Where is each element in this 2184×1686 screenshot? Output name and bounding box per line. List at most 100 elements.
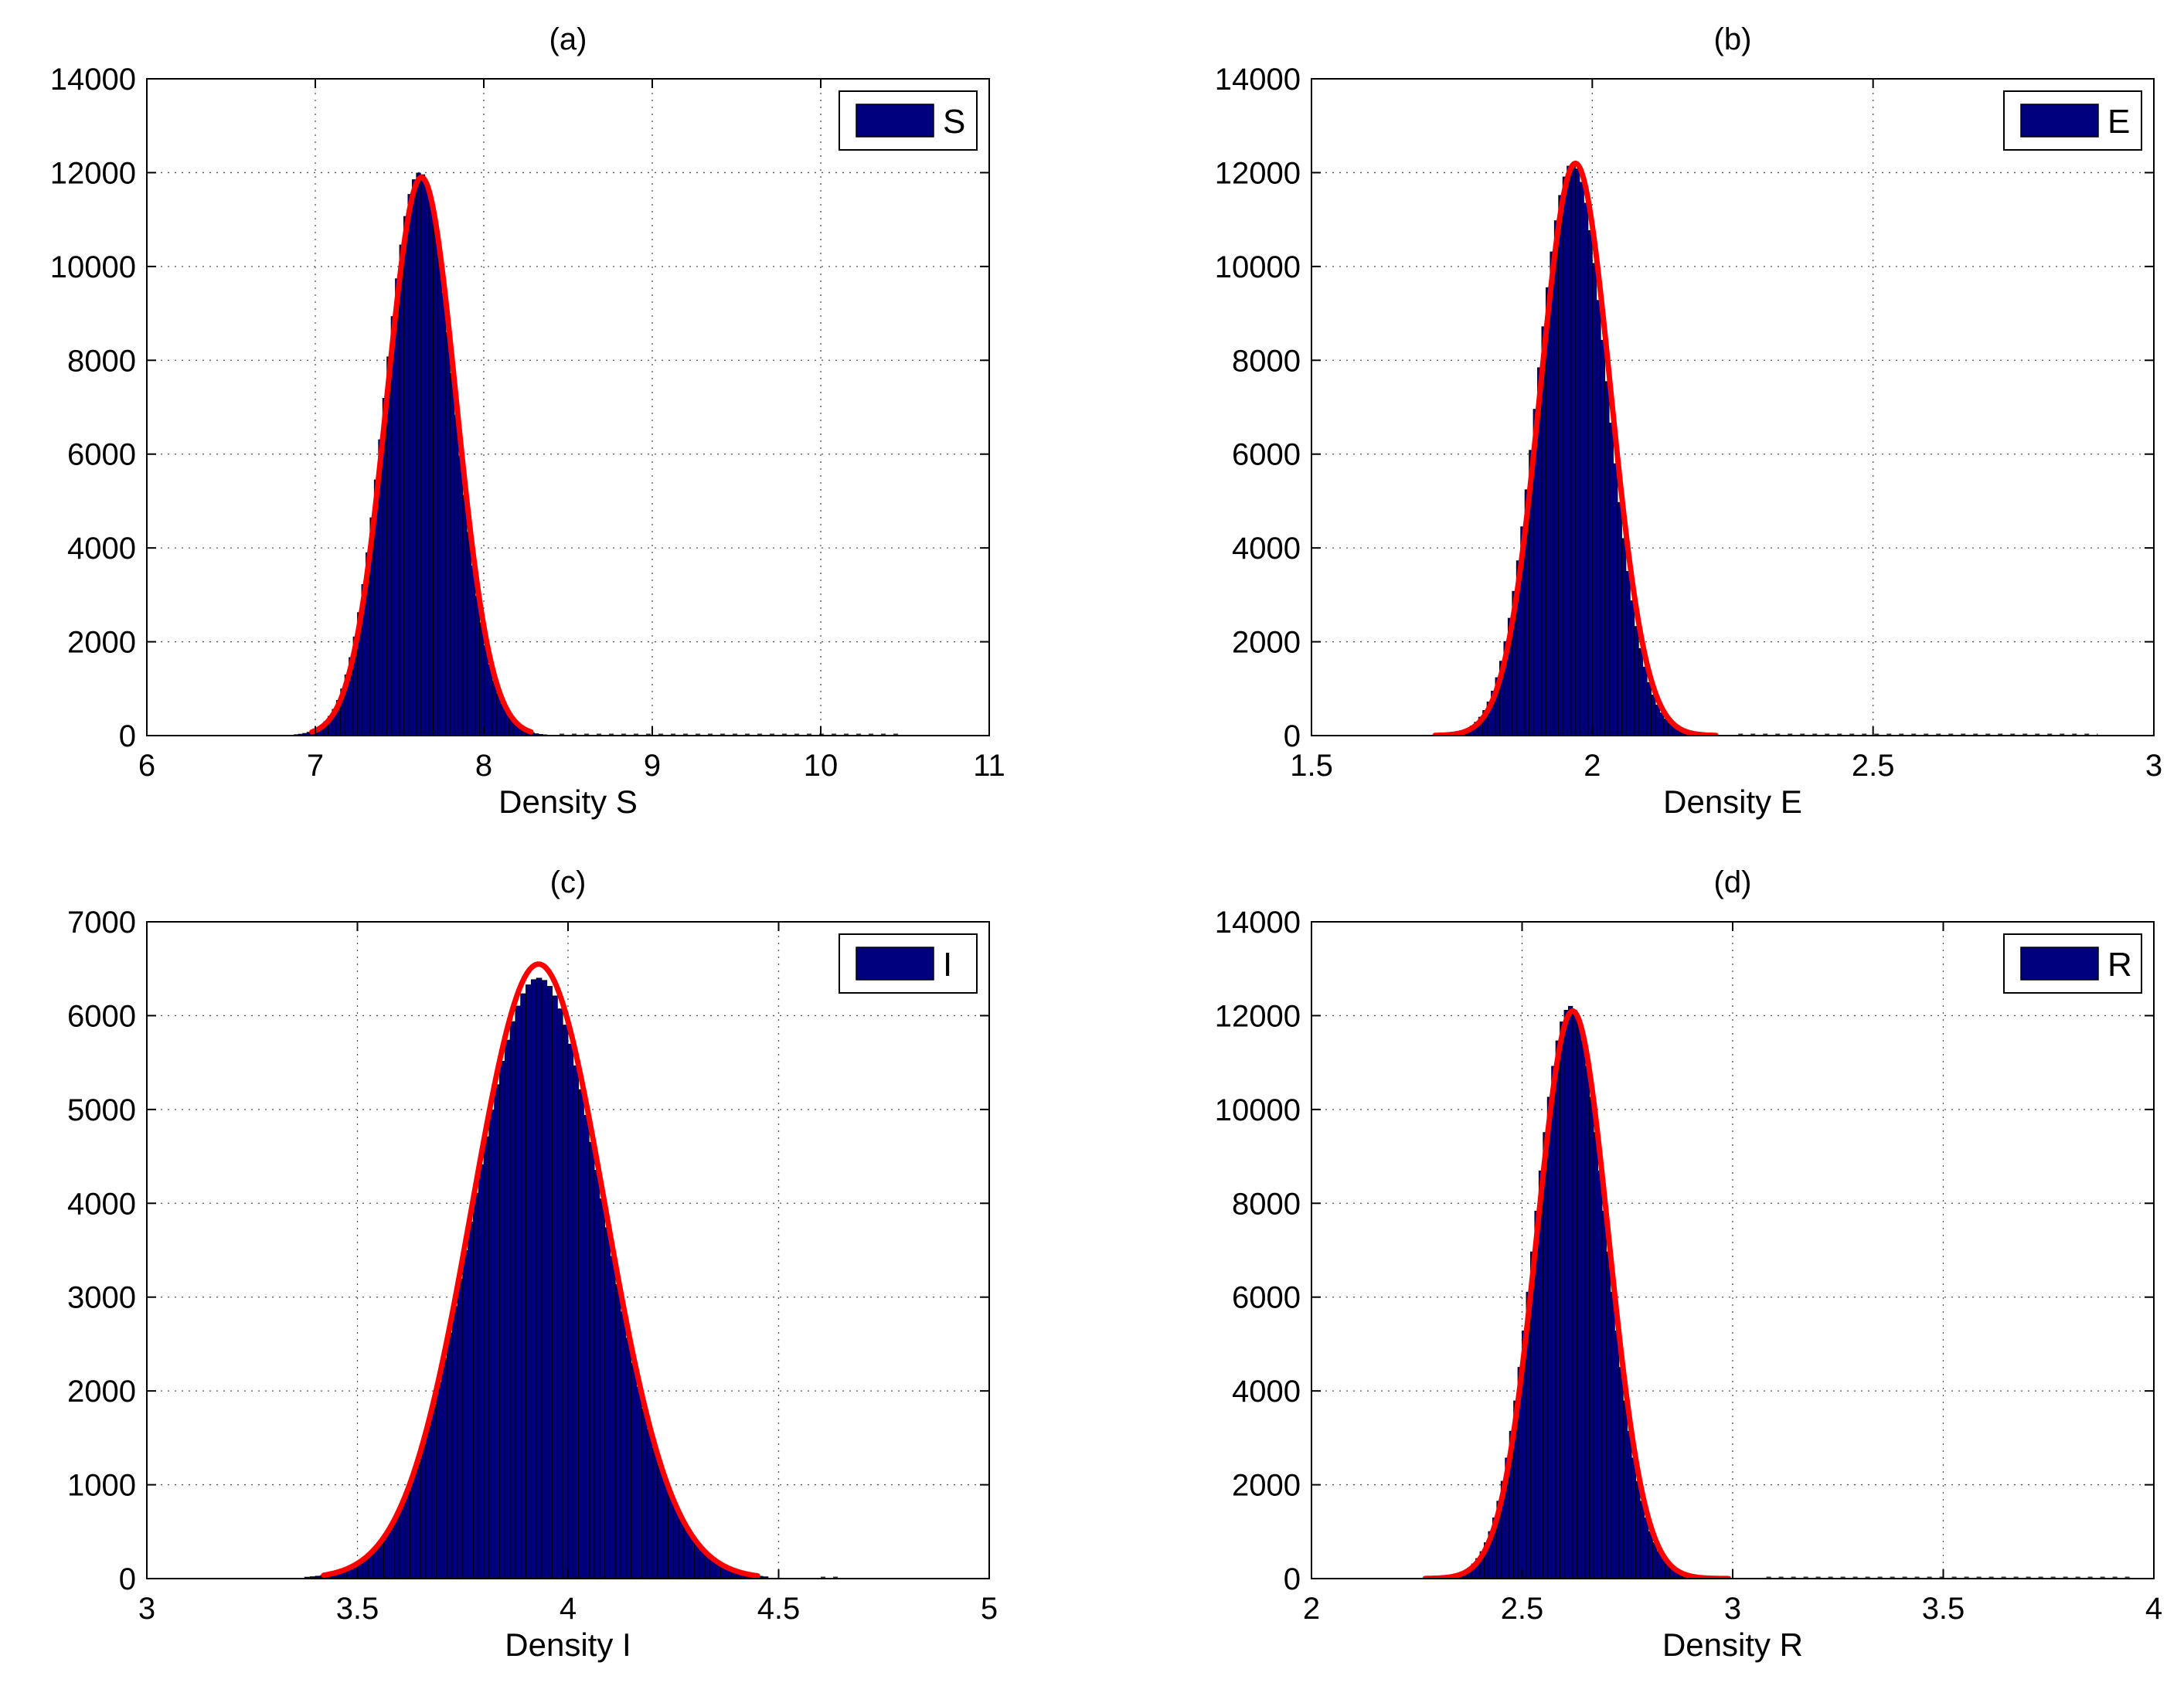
histogram-bar — [478, 1164, 485, 1579]
x-tick-label: 10 — [804, 749, 839, 783]
legend-swatch — [856, 947, 934, 981]
histogram-bar — [1572, 1009, 1577, 1579]
y-tick-label: 10000 — [1215, 250, 1301, 284]
histogram-bar — [1550, 251, 1555, 736]
histogram-bar — [504, 1039, 511, 1579]
y-tick-label: 12000 — [50, 156, 136, 190]
chart-panel-a: (a) Density S 6 7 8 9 10 11 0 2000 4000 6000 8000 1… — [50, 22, 1005, 820]
x-tick-label: 3.5 — [1922, 1592, 1965, 1626]
x-tick-label: 2.5 — [1852, 749, 1895, 783]
x-tick-label: 9 — [644, 749, 661, 783]
histogram-bar — [1597, 1170, 1603, 1579]
grid — [1311, 922, 2154, 1579]
y-tick-label: 10000 — [1215, 1093, 1301, 1127]
tick-labels: 1.5 2 2.5 3 0 2000 4000 6000 8000 10000 12000 14000 — [1215, 63, 2162, 783]
histogram-bar — [1587, 229, 1593, 736]
histogram-bar — [488, 1110, 495, 1579]
ticks — [146, 78, 990, 736]
histogram-bar — [420, 174, 426, 736]
histogram-bar — [678, 1518, 685, 1579]
histogram-bar — [1604, 381, 1610, 736]
histogram-bar — [1589, 1096, 1594, 1579]
y-tick-label: 0 — [1284, 719, 1301, 753]
y-tick-label: 4000 — [1232, 1375, 1301, 1409]
legend: E — [2003, 90, 2142, 151]
histogram-bar — [457, 1278, 464, 1579]
plot-area — [147, 79, 989, 736]
chart-title: (b) — [1714, 22, 1752, 56]
y-tick-label: 10000 — [50, 250, 136, 284]
histogram-bar — [683, 1527, 690, 1579]
tick-labels: 3 3.5 4 4.5 5 0 1000 2000 3000 4000 5000 6000 7000 — [67, 906, 998, 1626]
y-tick-label: 12000 — [1215, 999, 1301, 1033]
histogram-bar — [631, 1362, 637, 1579]
histogram-bar — [399, 1504, 406, 1579]
histogram-bar — [1567, 165, 1572, 736]
histogram-bar — [462, 495, 468, 736]
histogram-bar — [1606, 1251, 1611, 1579]
histogram-bar — [1646, 682, 1652, 736]
x-tick-label: 4.5 — [757, 1592, 801, 1626]
fit-curve — [1432, 160, 1719, 736]
legend-swatch — [856, 104, 934, 138]
histogram-bar — [1545, 287, 1551, 736]
x-axis-label: Density S — [498, 784, 638, 820]
y-tick-label: 8000 — [1232, 344, 1301, 378]
histogram-bar — [526, 984, 532, 1579]
y-tick-label: 2000 — [1232, 1469, 1301, 1503]
x-tick-label: 2 — [1303, 1592, 1320, 1626]
legend-swatch — [2020, 947, 2099, 981]
histogram-bar — [1651, 695, 1656, 736]
histogram-bar — [393, 1515, 400, 1579]
histogram-bar — [458, 455, 464, 736]
histogram-bar — [395, 278, 400, 736]
fit-curve — [321, 961, 760, 1579]
x-axis-label: Density E — [1663, 784, 1802, 820]
histogram-bar — [1596, 300, 1601, 736]
histogram-bar — [399, 244, 404, 736]
x-tick-label: 4 — [560, 1592, 577, 1626]
histogram-bar — [1608, 423, 1614, 736]
y-tick-label: 0 — [119, 719, 136, 753]
y-tick-label: 4000 — [67, 1187, 136, 1221]
x-tick-label: 3 — [2145, 749, 2162, 783]
histogram-bar — [530, 979, 537, 1579]
histogram-bar — [1613, 463, 1618, 736]
histogram-bar — [1553, 220, 1560, 736]
y-tick-label: 6000 — [67, 438, 136, 472]
histogram-bar — [546, 986, 553, 1579]
histogram-bar — [509, 1021, 516, 1579]
histogram-bar — [383, 1534, 390, 1579]
histogram-bar — [1617, 501, 1622, 736]
histogram-bar — [499, 1061, 505, 1579]
histogram-bar — [1563, 1009, 1569, 1579]
histogram-bar — [466, 532, 472, 736]
histogram-bar — [416, 172, 421, 736]
histogram-bar — [1551, 1066, 1556, 1579]
legend: I — [839, 933, 978, 994]
x-axis-label: Density R — [1662, 1627, 1803, 1663]
histogram-bar — [479, 622, 485, 736]
histogram-bar — [433, 226, 438, 736]
histogram-bar — [388, 1525, 395, 1579]
grid — [147, 922, 989, 1579]
histogram-bar — [641, 1409, 648, 1579]
y-tick-label: 1000 — [67, 1469, 136, 1503]
x-tick-label: 4 — [2145, 1592, 2162, 1626]
histogram-bar — [1562, 176, 1568, 736]
x-tick-label: 1.5 — [1290, 749, 1333, 783]
histogram-bars — [294, 172, 905, 736]
y-tick-label: 8000 — [1232, 1187, 1301, 1221]
x-tick-label: 3 — [138, 1592, 155, 1626]
histogram-bar — [446, 1332, 453, 1579]
histogram-bar — [441, 1358, 447, 1579]
histogram-bar — [1618, 1367, 1624, 1579]
x-tick-label: 3 — [1724, 1592, 1741, 1626]
histogram-bar — [1648, 1531, 1653, 1579]
histogram-bar — [1600, 339, 1606, 736]
histogram-bar — [625, 1338, 632, 1579]
chart-panel-d: (d) Density R 2 2.5 3 3.5 4 0 2000 4000 6000 8000… — [1215, 865, 2162, 1663]
histogram-bar — [410, 1477, 416, 1579]
legend-label: R — [2107, 946, 2132, 984]
x-tick-label: 3.5 — [336, 1592, 379, 1626]
